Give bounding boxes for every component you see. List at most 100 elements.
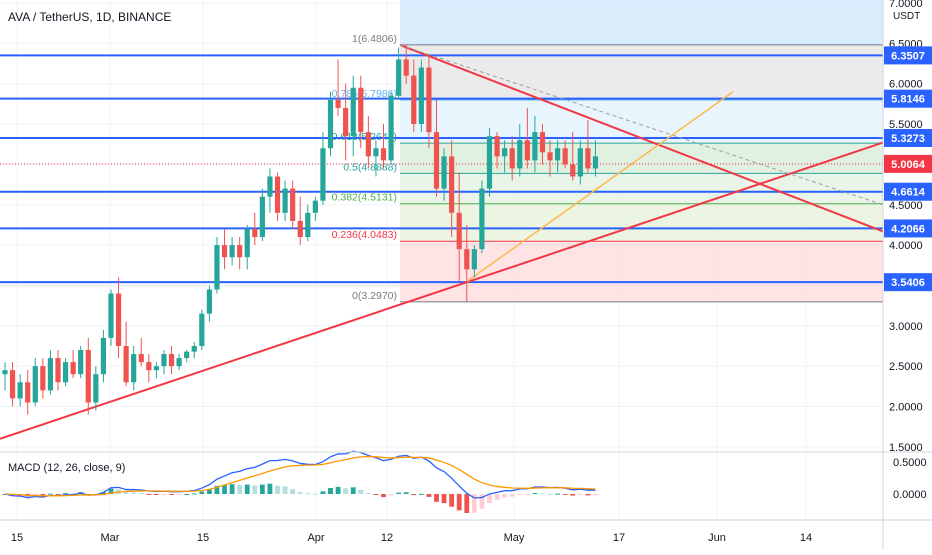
candle-down [358, 87, 364, 133]
horizontal-level-label: 5.3273 [891, 133, 925, 145]
candle-up [184, 351, 190, 359]
macd-histogram-bar [154, 494, 159, 495]
fib-level-label: 1(6.4806) [352, 33, 397, 45]
macd-histogram-bar [517, 494, 523, 495]
candle-up [2, 370, 8, 375]
candle-up [47, 358, 54, 391]
macd-histogram-bar [365, 492, 371, 494]
macd-histogram-bar [358, 489, 364, 494]
candle-down [335, 99, 341, 108]
candle-down [562, 148, 568, 165]
signal-line [4, 455, 596, 497]
candle-down [509, 148, 515, 169]
candle-down [456, 212, 462, 250]
candle-down [115, 293, 122, 346]
fib-zone [400, 143, 883, 174]
macd-histogram-bar [547, 493, 553, 495]
candlestick-series [2, 44, 599, 415]
time-tick-label: May [504, 532, 525, 544]
time-tick-label: Mar [101, 532, 120, 544]
macd-histogram-bar [259, 484, 265, 494]
macd-histogram-bar [108, 488, 114, 494]
macd-histogram-bar [328, 487, 333, 494]
candle-up [214, 245, 220, 290]
candle-down [55, 358, 61, 383]
fib-trend-line[interactable] [466, 91, 734, 283]
candle-up [418, 67, 424, 125]
price-tick-label: 1.5000 [889, 442, 923, 454]
price-label-box [884, 46, 932, 65]
macd-histogram-bar [524, 494, 530, 495]
macd-histogram-bar [509, 494, 515, 497]
candle-down [252, 228, 258, 238]
price-label-box [884, 182, 932, 201]
candle-up [259, 196, 265, 238]
candle-up [78, 350, 84, 375]
macd-histogram-bar [532, 493, 538, 495]
macd-histogram-bar [373, 494, 379, 495]
candle-down [221, 245, 228, 258]
fibonacci-retracement[interactable]: 1(6.4806)0.786(5.7986)0.618(5.2644)0.5(4… [332, 0, 883, 303]
candle-down [585, 148, 591, 169]
macd-histogram-bar [138, 493, 144, 495]
candle-down [237, 245, 243, 258]
macd-histogram-bar [48, 493, 53, 495]
currency-label: USDT [893, 11, 920, 22]
candle-down [85, 350, 91, 403]
macd-histogram-bar [418, 493, 424, 495]
candle-up [131, 354, 137, 383]
macd-histogram-bar [169, 494, 174, 495]
fib-level-label: 0.236(4.0483) [332, 229, 397, 241]
candle-up [100, 337, 107, 375]
macd-histogram-bar [237, 485, 243, 494]
candle-up [327, 99, 334, 149]
candle-up [373, 148, 379, 157]
candle-down [25, 382, 31, 403]
descending-trendline[interactable] [399, 44, 884, 233]
macd-histogram-bar [191, 493, 197, 495]
candle-up [93, 374, 99, 403]
drawn-lines[interactable] [0, 44, 884, 440]
price-tick-label: 4.5000 [889, 200, 923, 212]
macd-histogram-bar [456, 494, 462, 511]
candle-down [426, 67, 432, 133]
macd-histogram-bar [282, 486, 288, 494]
candle-down [168, 354, 175, 367]
horizontal-level-label: 4.6614 [891, 187, 926, 199]
fib-zone [400, 203, 883, 242]
candle-down [411, 75, 417, 125]
candle-down [70, 362, 76, 375]
candle-up [244, 228, 250, 258]
price-label-box [884, 219, 932, 238]
candle-down [494, 136, 500, 157]
time-tick-label: Apr [307, 532, 324, 544]
ascending-trendline[interactable] [0, 141, 884, 440]
macd-histogram-bar [131, 492, 137, 494]
macd-histogram-bar [396, 492, 402, 494]
macd-histogram-bar [222, 484, 227, 494]
macd-histogram-bar [63, 493, 68, 495]
macd-histogram-bar [335, 486, 341, 494]
price-tick-label: 2.5000 [889, 361, 923, 373]
macd-tick-label: 0.5000 [893, 457, 927, 469]
candle-down [539, 132, 546, 153]
candle-down [138, 354, 144, 363]
macd-histogram-bar [297, 492, 303, 494]
candle-down [365, 132, 371, 157]
fib-level-label: 0.786(5.7986) [332, 88, 397, 100]
candle-up [350, 87, 356, 137]
fib-zone [400, 173, 883, 204]
macd-histogram-bar [161, 494, 167, 495]
candle-up [479, 188, 485, 250]
candle-up [161, 354, 167, 367]
dashed-trendline[interactable] [399, 44, 884, 206]
macd-histogram-bar [312, 493, 318, 495]
macd-histogram-bar [252, 485, 258, 494]
fib-zone [400, 99, 883, 144]
fib-level-label: 0.382(4.5131) [332, 192, 397, 204]
macd-histogram-bar [290, 489, 296, 494]
macd-histogram-bar [146, 494, 152, 495]
